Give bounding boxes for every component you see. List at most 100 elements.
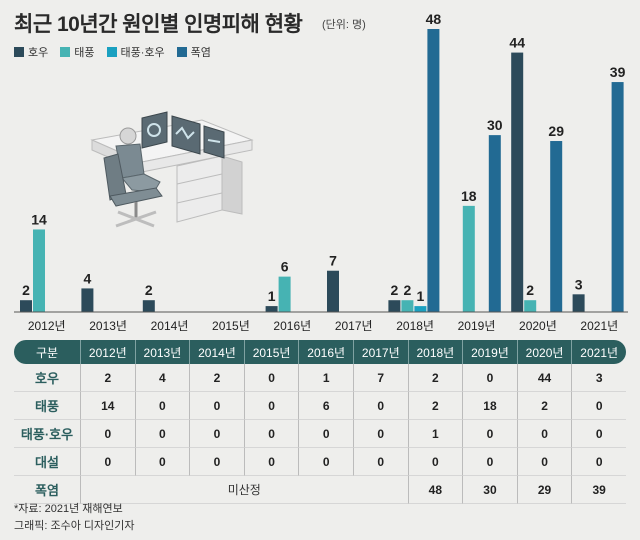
table-cell: 0 [189, 448, 244, 476]
legend-label: 태풍 [74, 47, 95, 59]
table-cell: 2 [407, 392, 463, 420]
table-row: 호우 2 4 2 0 1 7 2 0 44 3 [14, 364, 626, 392]
bar-value-label: 48 [426, 11, 442, 27]
legend-swatch [106, 47, 117, 57]
bar-value-label: 18 [461, 188, 477, 204]
bar-value-label: 1 [417, 288, 425, 304]
footnote: *자료: 2021년 재해연보 그래픽: 조수아 디자인기자 [14, 501, 135, 535]
table-cell: 18 [462, 392, 517, 420]
table-cell: 1 [298, 364, 353, 392]
bar [20, 300, 32, 312]
bar [278, 276, 291, 312]
bar [81, 288, 94, 312]
legend-swatch [60, 47, 71, 57]
x-tick-label: 2019년 [458, 319, 496, 333]
table-cell: 0 [243, 392, 299, 420]
table-row-heatwave: 폭염 미산정 48 30 29 39 [14, 476, 626, 504]
table-row-header: 태풍 [14, 392, 80, 420]
table-cell: 0 [462, 448, 517, 476]
table-cell: 0 [352, 420, 408, 448]
table-header-row: 구분 2012년 2013년 2014년 2015년 2016년 2017년 2018년 201… [14, 340, 626, 364]
bar-value-label: 2 [391, 282, 399, 298]
bar [550, 141, 563, 312]
bar-value-label: 2 [526, 282, 534, 298]
bar-value-label: 3 [575, 276, 583, 292]
table-cell: 39 [571, 476, 626, 504]
table-cell: 1 [407, 420, 463, 448]
table-cell: 0 [516, 448, 572, 476]
table-cell: 0 [80, 420, 135, 448]
bar-value-label: 44 [509, 35, 525, 51]
data-table: 구분 2012년 2013년 2014년 2015년 2016년 2017년 2018년 201… [14, 340, 626, 504]
table-cell: 3 [571, 364, 626, 392]
table-row: 대설 0 0 0 0 0 0 0 0 0 0 [14, 448, 626, 476]
bar [511, 52, 524, 312]
bar-value-label: 2 [404, 282, 412, 298]
office-worker-illustration [90, 111, 254, 228]
x-tick-label: 2014년 [151, 319, 189, 333]
table-cell: 7 [352, 364, 408, 392]
table-cell: 2 [407, 364, 463, 392]
legend-item: 태풍 [60, 44, 95, 60]
table-cell: 0 [462, 420, 517, 448]
bar-value-label: 4 [84, 270, 92, 286]
table-cell: 0 [462, 364, 517, 392]
x-tick-label: 2017년 [335, 319, 373, 333]
table-cell: 0 [189, 420, 244, 448]
table-column-header: 2014년 [189, 340, 244, 364]
table-body: 호우 2 4 2 0 1 7 2 0 44 3 태풍 14 0 0 0 6 0 2 18 2 0 태풍·호우 0 0 0 0 0 0 1 0… [14, 364, 626, 504]
table-cell: 0 [571, 392, 626, 420]
legend: 호우 태풍 태풍·호우 폭염 [14, 44, 211, 60]
bar [611, 82, 624, 312]
not-calculated-cell: 미산정 [80, 476, 408, 504]
table-row-header: 호우 [14, 364, 80, 392]
bar [33, 229, 45, 312]
table-column-header: 2012년 [80, 340, 135, 364]
bar [524, 300, 537, 312]
bar [414, 306, 427, 312]
table-cell: 0 [243, 364, 299, 392]
unit-label: (단위: 명) [322, 19, 366, 31]
bar-value-label: 30 [487, 117, 503, 133]
table-cell: 0 [189, 392, 244, 420]
bar [327, 270, 339, 312]
table-column-header: 2017년 [352, 340, 408, 364]
bar-value-label: 14 [31, 211, 47, 227]
bar [488, 135, 501, 312]
bar-value-label: 6 [281, 259, 289, 275]
table-cell: 0 [352, 392, 408, 420]
table-column-header: 2020년 [516, 340, 572, 364]
bar-value-label: 2 [145, 282, 153, 298]
bar-value-label: 1 [268, 288, 276, 304]
table-cell: 0 [298, 420, 353, 448]
legend-item: 태풍·호우 [106, 44, 165, 60]
table-cell: 0 [571, 420, 626, 448]
table-column-header: 2018년 [407, 340, 463, 364]
table-row: 태풍 14 0 0 0 6 0 2 18 2 0 [14, 392, 626, 420]
bar [142, 300, 155, 312]
x-tick-label: 2012년 [28, 319, 66, 333]
table-cell: 2 [189, 364, 244, 392]
table-row-header: 태풍·호우 [14, 420, 80, 448]
credit-note: 그래픽: 조수아 디자인기자 [14, 520, 135, 532]
legend-label: 폭염 [190, 47, 211, 59]
table-cell: 48 [407, 476, 463, 504]
table-cell: 0 [80, 448, 135, 476]
table-cell: 30 [462, 476, 517, 504]
table-cell: 0 [298, 448, 353, 476]
table-cell: 14 [80, 392, 135, 420]
table-cell: 0 [134, 448, 190, 476]
table-cell: 0 [134, 392, 190, 420]
table-cell: 0 [516, 420, 572, 448]
x-tick-label: 2015년 [212, 319, 250, 333]
table-row: 태풍·호우 0 0 0 0 0 0 1 0 0 0 [14, 420, 626, 448]
bar [388, 300, 401, 312]
legend-label: 태풍·호우 [120, 47, 165, 59]
bar [462, 205, 475, 312]
x-tick-label: 2020년 [519, 319, 557, 333]
table-column-header: 2021년 [571, 340, 626, 364]
table-header-cell: 구분 [14, 340, 80, 364]
table-column-header: 2019년 [462, 340, 517, 364]
table-cell: 29 [516, 476, 572, 504]
x-tick-label: 2021년 [580, 319, 618, 333]
